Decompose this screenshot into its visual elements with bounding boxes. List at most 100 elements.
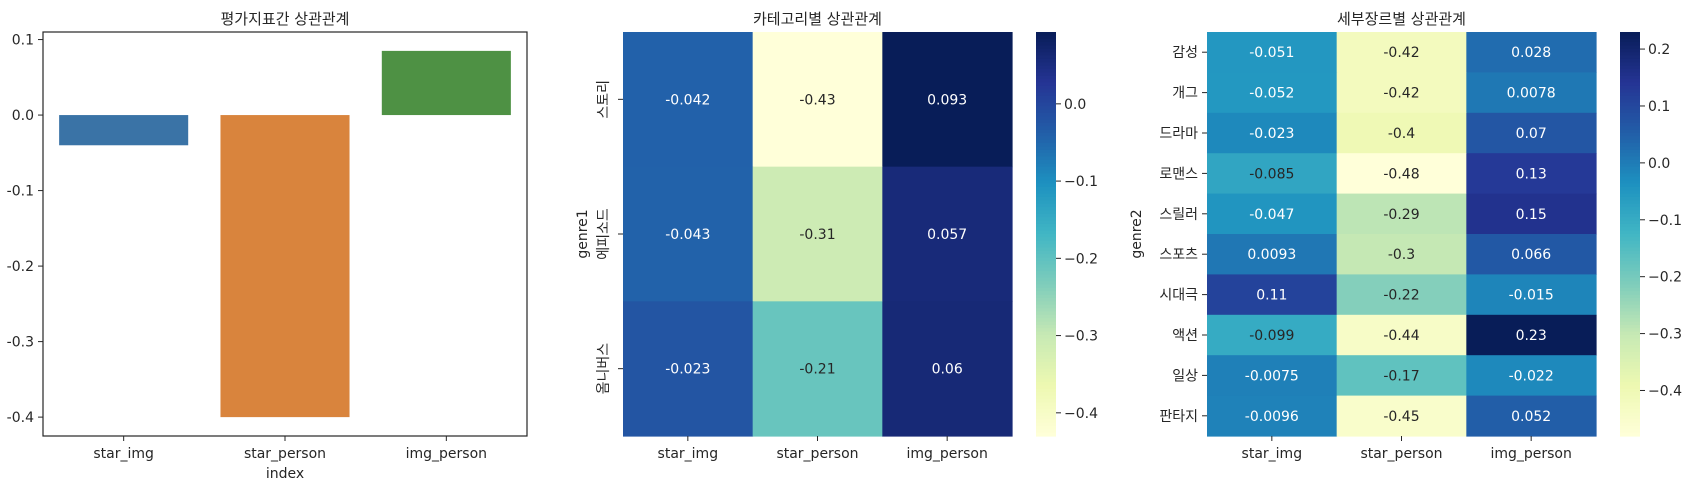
colorbar-segment — [1036, 328, 1056, 333]
cell-value-label: -0.022 — [1509, 368, 1554, 384]
colorbar-segment — [1620, 301, 1640, 306]
colorbar-segment — [1620, 422, 1640, 427]
colorbar-segment — [1620, 311, 1640, 316]
colorbar-segment — [1620, 361, 1640, 366]
cell-value-label: -0.21 — [799, 362, 835, 378]
colorbar-segment — [1620, 308, 1640, 313]
bar-chart-panel: 평가지표간 상관관계 star_img star_person img_person 0… — [7, 10, 528, 482]
x-tick-label: img_person — [1490, 446, 1571, 462]
chart-title: 평가지표간 상관관계 — [221, 10, 350, 28]
cell-value-label: -0.44 — [1383, 328, 1419, 344]
x-tick-label: star_person — [244, 446, 326, 462]
colorbar-segment — [1036, 180, 1056, 185]
colorbar-segment — [1620, 287, 1640, 292]
cell-value-label: -0.099 — [1249, 328, 1294, 344]
cell-value-label: -0.43 — [799, 92, 835, 108]
colorbar-segment — [1620, 220, 1640, 225]
colorbar-segment — [1036, 355, 1056, 360]
colorbar-segment — [1036, 308, 1056, 313]
colorbar-segment — [1036, 109, 1056, 114]
colorbar-segment — [1036, 392, 1056, 397]
colorbar-segment — [1036, 146, 1056, 151]
colorbar-segment — [1620, 85, 1640, 90]
colorbar-segment — [1620, 72, 1640, 77]
colorbar-segment — [1036, 412, 1056, 417]
colorbar-segment — [1620, 402, 1640, 407]
y-axis-label: genre1 — [575, 209, 591, 258]
colorbar-segment — [1620, 173, 1640, 178]
colorbar-segment — [1620, 116, 1640, 121]
colorbar-segment — [1036, 58, 1056, 63]
heatmap-cell — [1336, 193, 1467, 235]
y-tick-label: 개그 — [1172, 86, 1198, 102]
colorbar-tick-label: −0.2 — [1064, 251, 1098, 267]
heatmap-cell — [1466, 234, 1597, 275]
heatmap-cell — [1336, 395, 1467, 437]
colorbar-segment — [1036, 247, 1056, 252]
colorbar-segment — [1620, 237, 1640, 242]
heatmap-cell — [1466, 153, 1597, 195]
colorbar-segment — [1036, 372, 1056, 376]
colorbar-segment — [1620, 271, 1640, 275]
colorbar-segment — [1620, 388, 1640, 393]
colorbar-tick-label: −0.2 — [1648, 270, 1682, 286]
colorbar-segment — [1036, 112, 1056, 117]
colorbar-segment — [1036, 52, 1056, 57]
cell-value-label: -0.085 — [1249, 166, 1294, 182]
colorbar-segment — [1036, 170, 1056, 174]
y-tick-label: 0.1 — [12, 33, 34, 49]
colorbar-segment — [1036, 324, 1056, 329]
colorbar-segment — [1036, 321, 1056, 326]
colorbar-segment — [1036, 419, 1056, 424]
colorbar-segment — [1620, 294, 1640, 299]
cell-value-label: -0.42 — [1383, 45, 1419, 61]
x-tick-label: star_img — [1242, 446, 1303, 462]
bar-img_person — [381, 50, 511, 116]
colorbar-segment — [1036, 45, 1056, 50]
colorbar-segment — [1620, 102, 1640, 107]
colorbar-segment — [1036, 260, 1056, 265]
colorbar-segment — [1620, 129, 1640, 134]
colorbar-segment — [1620, 372, 1640, 376]
colorbar-segment — [1620, 149, 1640, 154]
colorbar-segment — [1036, 281, 1056, 286]
cell-value-label: -0.051 — [1249, 45, 1294, 61]
colorbar-segment — [1620, 392, 1640, 397]
colorbar-segment — [1620, 375, 1640, 380]
colorbar-segment — [1036, 193, 1056, 198]
colorbar-segment — [1036, 405, 1056, 410]
colorbar-tick-label: −0.3 — [1648, 327, 1682, 343]
heatmap-cell — [1466, 314, 1597, 356]
colorbar-segment — [1036, 116, 1056, 121]
cell-value-label: -0.4 — [1388, 126, 1415, 142]
colorbar-segment — [1036, 368, 1056, 373]
colorbar-segment — [1036, 129, 1056, 134]
chart-title: 세부장르별 상관관계 — [1337, 10, 1466, 28]
colorbar-segment — [1620, 267, 1640, 272]
colorbar-segment — [1620, 45, 1640, 50]
colorbar-segment — [1620, 419, 1640, 424]
colorbar-segment — [1620, 55, 1640, 60]
colorbar-segment — [1620, 227, 1640, 232]
x-tick-label: star_person — [776, 446, 858, 462]
cell-value-label: -0.3 — [1388, 247, 1415, 263]
cell-value-label: 0.06 — [932, 362, 963, 378]
colorbar-segment — [1036, 220, 1056, 225]
y-tick-label: -0.2 — [7, 259, 34, 275]
heatmap-cell — [1207, 72, 1338, 114]
colorbar-segment — [1620, 348, 1640, 353]
colorbar-segment — [1036, 207, 1056, 212]
colorbar-tick-label: 0.0 — [1064, 97, 1086, 113]
colorbar-segment — [1036, 297, 1056, 302]
heatmap-cell — [1207, 274, 1338, 316]
colorbar-segment — [1036, 156, 1056, 161]
heatmap-cell — [1466, 193, 1597, 235]
colorbar-segment — [1620, 176, 1640, 181]
colorbar-segment — [1036, 122, 1056, 127]
x-tick-label: star_img — [93, 446, 154, 462]
colorbar-segment — [1620, 183, 1640, 188]
y-tick-label: 스토리 — [596, 80, 612, 119]
colorbar-segment — [1036, 331, 1056, 336]
heatmap-genre1-panel: 카테고리별 상관관계 -0.042 -0.43 0.093 -0.043 -0.31 0.0… — [575, 10, 1098, 462]
colorbar-segment — [1036, 227, 1056, 232]
